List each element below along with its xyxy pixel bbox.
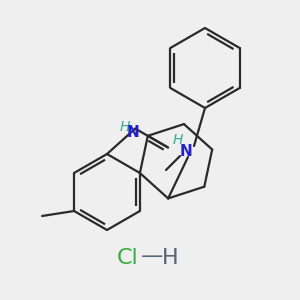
Text: N: N — [180, 145, 192, 160]
Text: H: H — [120, 120, 130, 134]
Text: —: — — [141, 246, 163, 266]
Text: N: N — [127, 125, 140, 140]
Text: Cl: Cl — [117, 248, 139, 268]
Text: H: H — [173, 133, 183, 147]
Text: H: H — [162, 248, 178, 268]
